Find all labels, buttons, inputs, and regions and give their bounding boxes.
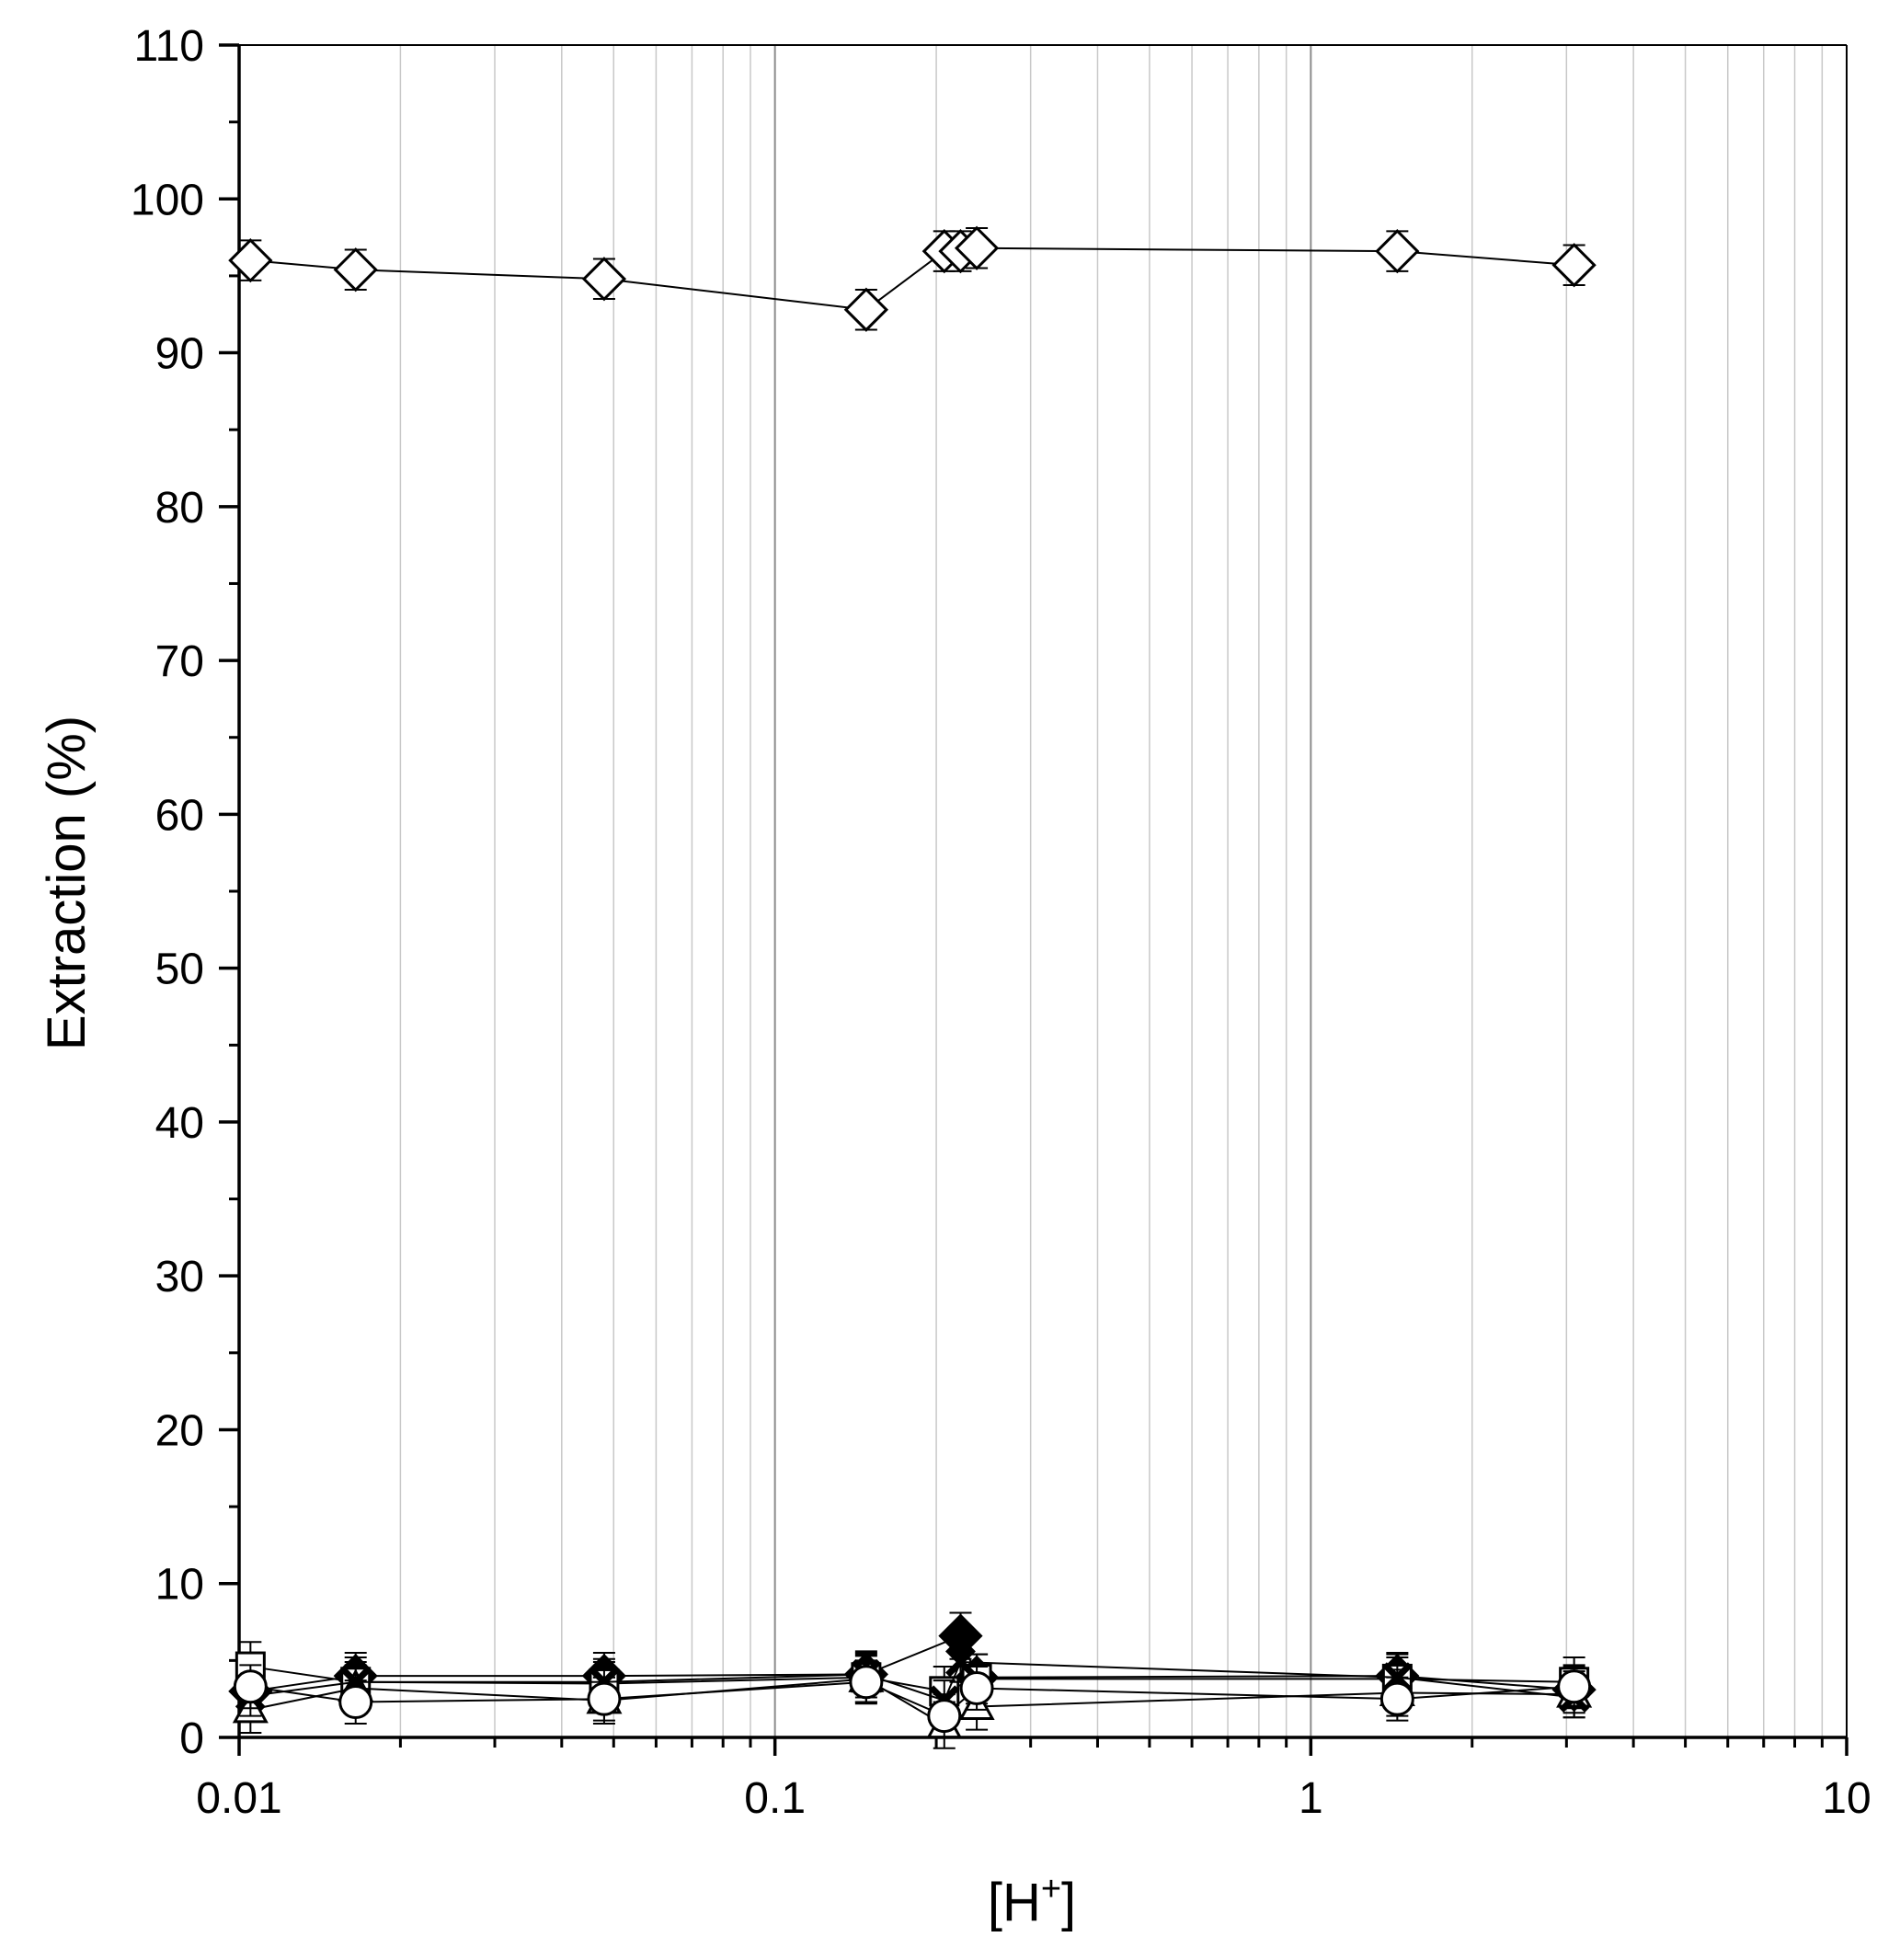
x-tick-label: 0.01 bbox=[196, 1774, 281, 1823]
x-axis-title-sup: + bbox=[1041, 1870, 1061, 1908]
x-tick-label: 1 bbox=[1299, 1774, 1323, 1823]
x-axis-title-close: ] bbox=[1061, 1873, 1076, 1932]
data-point-open-diamond bbox=[333, 247, 378, 292]
series-line bbox=[250, 1666, 1574, 1692]
y-tick-label: 110 bbox=[133, 22, 204, 71]
data-point-open-circle bbox=[338, 1685, 373, 1720]
y-tick-label: 60 bbox=[155, 791, 204, 840]
y-axis-title: Extraction (%) bbox=[37, 716, 97, 1050]
y-tick-label: 20 bbox=[155, 1406, 204, 1455]
data-point-open-diamond bbox=[1375, 229, 1420, 274]
series-line bbox=[250, 1661, 1574, 1702]
series-line bbox=[250, 1678, 1574, 1726]
x-tick-label: 0.1 bbox=[744, 1774, 806, 1823]
data-point-open-diamond bbox=[228, 238, 273, 283]
y-tick-label: 70 bbox=[155, 637, 204, 686]
data-point-open-circle bbox=[927, 1699, 962, 1734]
data-point-open-circle bbox=[849, 1665, 884, 1700]
data-point-open-diamond bbox=[581, 257, 627, 302]
y-tick-label: 10 bbox=[155, 1561, 204, 1610]
plot-area bbox=[228, 225, 1597, 1749]
y-tick-label: 80 bbox=[155, 484, 204, 533]
series-open-circle bbox=[233, 1659, 1592, 1738]
data-point-open-circle bbox=[1379, 1681, 1414, 1716]
x-axis-title-main: [H bbox=[988, 1873, 1041, 1932]
data-point-open-circle bbox=[587, 1681, 622, 1716]
series-line bbox=[250, 1680, 1574, 1717]
y-tick-label: 40 bbox=[155, 1099, 204, 1148]
series-open-diamond bbox=[228, 225, 1597, 332]
y-tick-label: 0 bbox=[179, 1714, 204, 1763]
data-point-open-diamond bbox=[954, 225, 1000, 270]
data-point-open-circle bbox=[233, 1669, 268, 1704]
gridlines bbox=[399, 45, 1824, 1737]
y-tick-label: 90 bbox=[155, 330, 204, 379]
data-point-open-diamond bbox=[843, 287, 888, 332]
x-axis-title: [H+] bbox=[988, 1870, 1076, 1932]
y-tick-label: 30 bbox=[155, 1253, 204, 1301]
data-point-open-circle bbox=[959, 1670, 994, 1705]
series-line bbox=[250, 1634, 1574, 1692]
y-tick-label: 50 bbox=[155, 946, 204, 994]
series-line bbox=[250, 246, 1574, 311]
data-point-open-circle bbox=[1557, 1669, 1592, 1704]
data-point-open-diamond bbox=[1551, 243, 1597, 288]
y-tick-label: 100 bbox=[131, 176, 204, 224]
x-tick-label: 10 bbox=[1822, 1774, 1871, 1823]
data-point-cross bbox=[944, 1646, 976, 1678]
